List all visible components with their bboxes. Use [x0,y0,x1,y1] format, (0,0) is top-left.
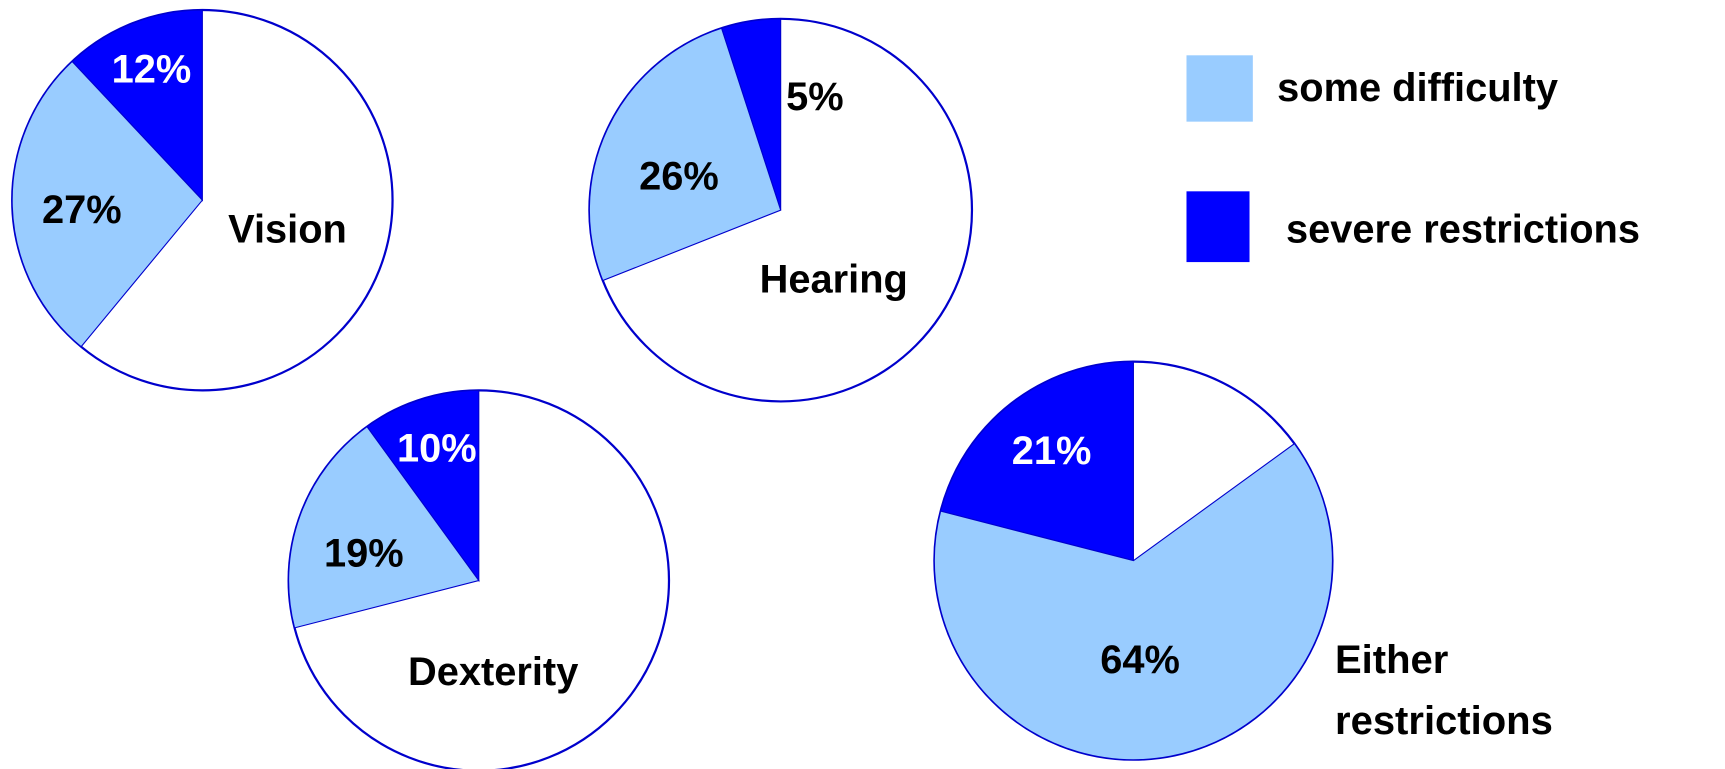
slice-label: 10% [397,427,477,471]
pie-title: Hearing [760,258,908,302]
legend-label: severe restrictions [1286,208,1640,252]
slice-label: 19% [324,532,404,576]
pie-title: Either restrictions [1335,638,1553,743]
slice-label: 26% [639,155,719,199]
slice-label: 5% [786,75,844,119]
legend-swatch [1186,55,1253,122]
slice-label: 27% [42,188,122,232]
pie-slice [71,9,203,202]
pie-title: Vision [228,208,347,252]
pie-slice [288,425,480,629]
legend-label: some difficulty [1277,66,1558,110]
pie-slice [11,60,204,348]
pie-slice [939,361,1134,562]
slice-label: 12% [112,47,192,91]
pie-slice [588,27,782,282]
legend-swatch [1186,191,1250,263]
slice-label: 64% [1100,638,1180,682]
pie-title: Dexterity [408,650,578,694]
pie-slice [366,389,480,583]
slice-label: 21% [1012,429,1092,473]
pie-slice [933,442,1333,761]
